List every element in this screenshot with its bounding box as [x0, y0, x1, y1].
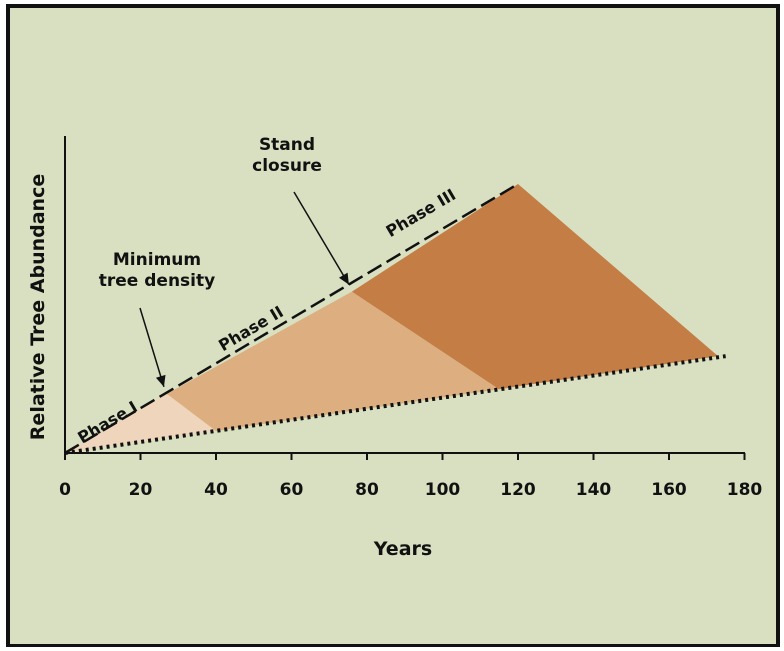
annotation-text: Minimum — [113, 250, 201, 270]
annotation-arrow-line — [139, 307, 165, 388]
x-tick-label: 60 — [280, 480, 304, 500]
annotation-text: Stand — [259, 135, 315, 155]
annotation-arrow-line — [293, 191, 350, 285]
annotation-text: closure — [252, 156, 322, 176]
x-tick-label: 40 — [204, 480, 228, 500]
x-tick-label: 140 — [576, 480, 612, 500]
y-axis-title: Relative Tree Abundance — [27, 174, 49, 440]
annotation-arrowhead — [155, 374, 166, 387]
x-tick-label: 0 — [59, 480, 71, 500]
x-tick-label: 80 — [355, 480, 379, 500]
annotation-arrowhead — [338, 272, 349, 285]
phase-area-1 — [65, 393, 216, 453]
x-tick-label: 100 — [425, 480, 461, 500]
phase-area-3 — [351, 184, 719, 390]
x-axis-title: Years — [373, 538, 432, 560]
phase-area-2 — [166, 291, 500, 431]
x-tick-label: 160 — [651, 480, 687, 500]
x-tick-label: 20 — [129, 480, 153, 500]
x-tick-label: 180 — [727, 480, 763, 500]
annotation-text: tree density — [99, 271, 215, 291]
x-tick-label: 120 — [500, 480, 536, 500]
